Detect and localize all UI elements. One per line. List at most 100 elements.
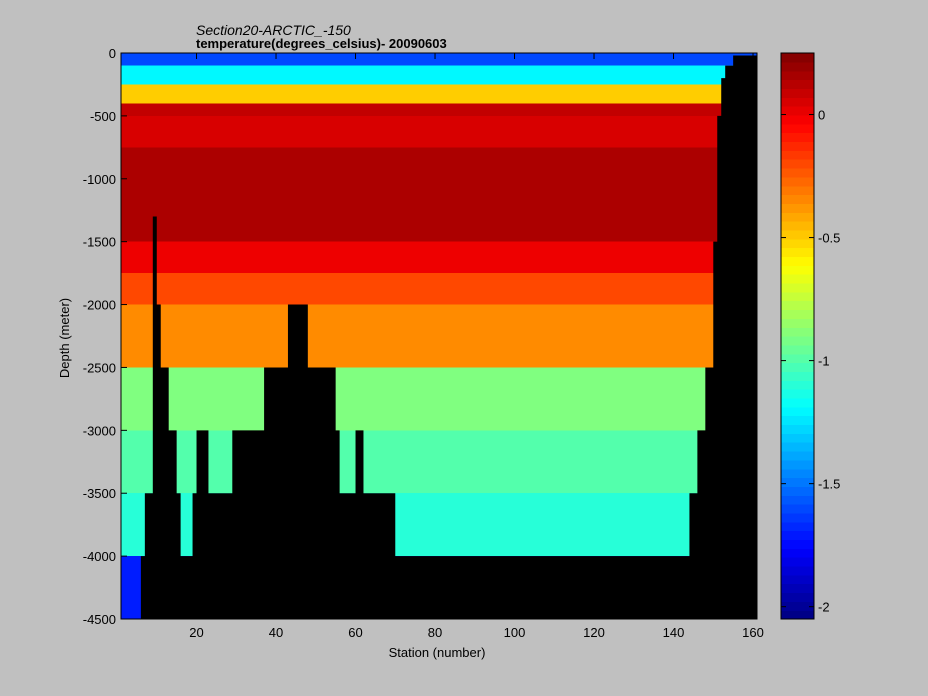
colorbar-swatch	[781, 406, 814, 417]
colorbar-swatch	[781, 371, 814, 381]
colorbar-swatch	[781, 486, 814, 496]
colorbar-swatch	[781, 442, 814, 452]
colorbar-swatch	[781, 362, 814, 372]
colorbar-swatch	[781, 238, 814, 249]
colorbar-swatch	[781, 477, 814, 487]
x-axis-label: Station (number)	[389, 645, 486, 660]
y-tick-label: -1500	[83, 235, 116, 250]
temperature-band	[121, 241, 757, 274]
x-tick-label: 60	[348, 625, 362, 640]
x-tick-label: 140	[663, 625, 685, 640]
y-tick-label: -4500	[83, 612, 116, 627]
colorbar-swatch	[781, 424, 814, 434]
colorbar-swatch	[781, 415, 814, 426]
temperature-band	[121, 103, 757, 116]
colorbar-swatch	[781, 79, 814, 89]
colorbar-swatch	[781, 380, 814, 390]
colorbar-swatch	[781, 309, 814, 319]
colorbar-swatch	[781, 353, 814, 364]
y-tick-label: -1000	[83, 172, 116, 187]
y-tick-label: -2500	[83, 360, 116, 375]
x-tick-label: 80	[428, 625, 442, 640]
colorbar-swatch	[781, 512, 814, 523]
colorbar-swatch	[781, 530, 814, 541]
colorbar-swatch	[781, 106, 814, 116]
colorbar-swatch	[781, 123, 814, 134]
colorbar-swatch	[781, 450, 814, 461]
colorbar-swatch	[781, 256, 814, 266]
temperature-band	[121, 304, 757, 368]
y-tick-label: -500	[90, 109, 116, 124]
colorbar-swatch	[781, 159, 814, 169]
colorbar-swatch	[781, 601, 814, 611]
y-tick-label: -3500	[83, 486, 116, 501]
colorbar-swatch	[781, 336, 814, 346]
colorbar-swatch	[781, 468, 814, 479]
y-tick-label: -2000	[83, 298, 116, 313]
x-axis: 20 40 60 80 100 120 140 160	[189, 53, 764, 640]
colorbar-swatch	[781, 557, 814, 567]
temperature-band	[121, 115, 757, 148]
colorbar-swatch	[781, 176, 814, 187]
colorbar-swatch	[781, 185, 814, 196]
plot-frame	[120, 52, 758, 620]
colorbar-swatch	[781, 318, 814, 328]
colorbar-swatch	[781, 300, 814, 311]
colorbar-swatch	[781, 495, 814, 505]
colorbar-swatch	[781, 327, 814, 337]
colorbar-swatch	[781, 592, 814, 602]
colorbar-swatch	[781, 274, 814, 284]
temperature-band	[121, 84, 757, 104]
colorbar-swatch	[781, 282, 814, 293]
x-tick-label: 120	[583, 625, 605, 640]
colorbar-swatch	[781, 212, 814, 222]
colorbar-axis: 0 -0.5 -1 -1.5 -2	[781, 108, 840, 615]
colorbar-swatch	[781, 397, 814, 408]
x-tick-label: 20	[189, 625, 203, 640]
colorbar-swatch	[781, 167, 814, 178]
colorbar-swatch	[781, 88, 814, 98]
colorbar-swatch	[781, 97, 814, 107]
colorbar-tick-label: 0	[818, 108, 825, 123]
colorbar	[780, 52, 815, 620]
colorbar-swatch	[781, 203, 814, 213]
colorbar-swatch	[781, 565, 814, 576]
colorbar-swatch	[781, 114, 814, 125]
y-tick-label: -3000	[83, 423, 116, 438]
temperature-band	[121, 367, 757, 431]
temperature-band	[121, 430, 757, 494]
colorbar-swatch	[781, 291, 814, 302]
colorbar-swatch	[781, 53, 814, 63]
colorbar-swatch	[781, 539, 814, 549]
colorbar-tick-label: -2	[818, 600, 830, 615]
plot-area	[120, 52, 758, 620]
colorbar-swatch	[781, 548, 814, 558]
colorbar-swatch	[781, 70, 814, 81]
colorbar-swatch	[781, 265, 814, 275]
chart-title-line2: temperature(degrees_celsius)- 20090603	[196, 36, 447, 51]
colorbar-swatch	[781, 459, 814, 470]
colorbar-swatch	[781, 521, 814, 532]
colorbar-swatch	[781, 583, 814, 594]
colorbar-swatch	[781, 247, 814, 258]
x-tick-label: 40	[269, 625, 283, 640]
seafloor-mask	[121, 53, 757, 619]
colorbar-swatch	[781, 150, 814, 160]
colorbar-swatch	[781, 504, 814, 514]
temperature-band	[121, 53, 757, 66]
colorbar-swatch	[781, 389, 814, 399]
colorbar-tick-label: -1	[818, 354, 830, 369]
colorbar-swatch	[781, 194, 814, 204]
colorbar-swatch	[781, 433, 814, 443]
y-tick-label: 0	[109, 46, 116, 61]
colorbar-swatch	[781, 132, 814, 143]
y-axis-label: Depth (meter)	[57, 298, 72, 378]
y-axis: 0 -500 -1000 -1500 -2000 -2500 -3000 -3500 -4000…	[83, 46, 757, 627]
y-tick-label: -4000	[83, 549, 116, 564]
colorbar-tick-label: -1.5	[818, 477, 840, 492]
colorbar-tick-label: -0.5	[818, 231, 840, 246]
colorbar-swatch	[781, 141, 814, 151]
colorbar-frame	[780, 52, 815, 620]
temperature-band	[121, 273, 757, 305]
